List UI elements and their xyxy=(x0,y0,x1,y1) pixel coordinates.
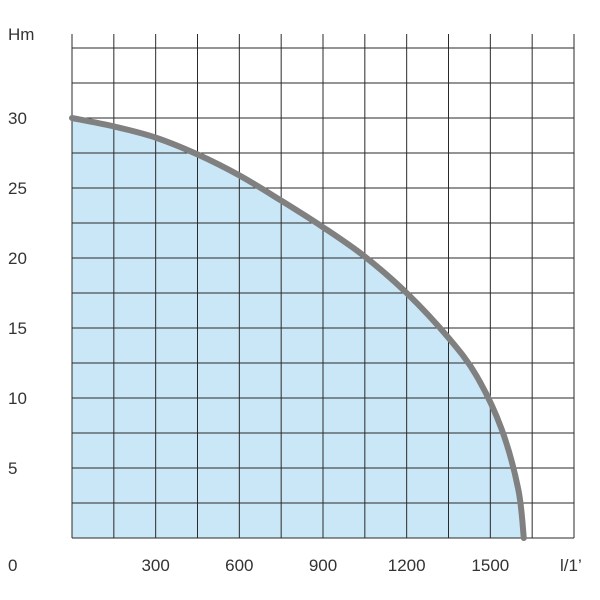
x-tick-labels: 300 600 900 1200 1500 xyxy=(141,556,509,575)
y-tick-label: 15 xyxy=(8,319,27,338)
origin-label: 0 xyxy=(8,556,17,575)
y-tick-label: 20 xyxy=(8,249,27,268)
y-tick-labels: 5 10 15 20 25 30 xyxy=(8,109,27,478)
y-tick-label: 25 xyxy=(8,179,27,198)
y-axis-label: Hm xyxy=(8,25,34,44)
y-tick-label: 30 xyxy=(8,109,27,128)
grid xyxy=(71,34,575,539)
x-tick-label: 900 xyxy=(309,556,337,575)
x-axis-label: l/1’ xyxy=(560,556,582,575)
x-tick-label: 600 xyxy=(225,556,253,575)
x-tick-label: 300 xyxy=(141,556,169,575)
performance-curve xyxy=(69,115,527,541)
y-tick-label: 5 xyxy=(8,459,17,478)
x-tick-label: 1500 xyxy=(471,556,509,575)
y-tick-label: 10 xyxy=(8,389,27,408)
x-tick-label: 1200 xyxy=(388,556,426,575)
